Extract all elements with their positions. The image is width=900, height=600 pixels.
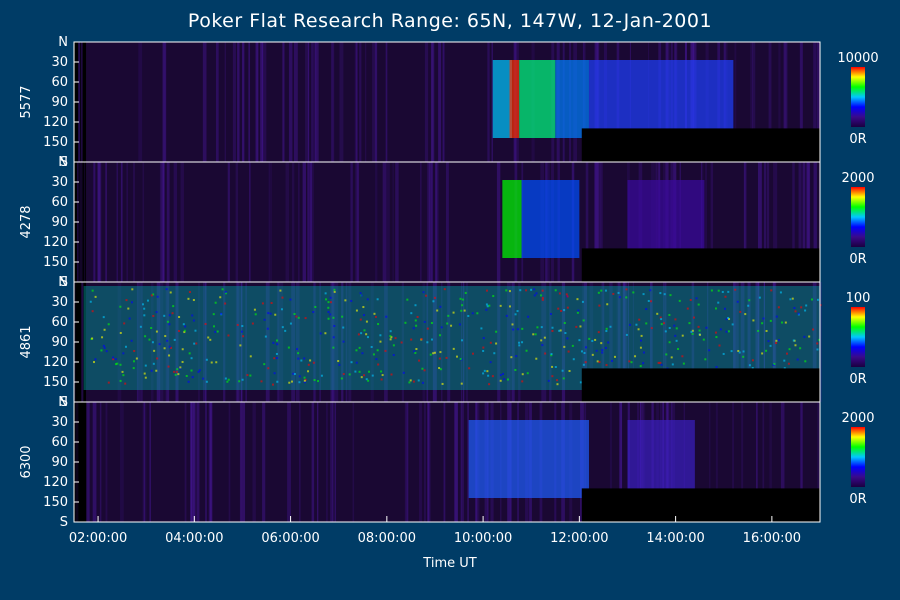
panel-4278-emission-2 [627, 180, 705, 258]
y-tick-label: N [58, 35, 68, 50]
y-tick-label: 120 [43, 475, 68, 490]
panel-6300-nodata-start [74, 402, 87, 522]
y-tick-label: 60 [51, 315, 68, 330]
colorbar-min-label: 0R [849, 492, 866, 507]
y-tick-label: 90 [51, 455, 68, 470]
y-tick-label: 60 [51, 195, 68, 210]
y-tick-label: 30 [51, 55, 68, 70]
y-tick-label: 90 [51, 335, 68, 350]
colorbar-min-label: 0R [849, 252, 866, 267]
x-tick-label: 04:00:00 [165, 531, 223, 546]
y-tick-label: N [58, 275, 68, 290]
x-tick-label: 12:00:00 [550, 531, 608, 546]
x-tick-label: 02:00:00 [69, 531, 127, 546]
panel-4278-emission-0 [502, 180, 522, 258]
y-tick-label: 30 [51, 295, 68, 310]
colorbar-max-label: 10000 [837, 51, 878, 66]
panel-4861-nodata-end [581, 368, 820, 402]
y-tick-label: 60 [51, 435, 68, 450]
colorbar-6300 [851, 427, 865, 487]
panel-6300-emission-1 [627, 420, 695, 498]
x-tick-label: 10:00:00 [454, 531, 512, 546]
panel-4861-nodata-start [74, 282, 87, 402]
colorbar-min-label: 0R [849, 372, 866, 387]
y-tick-label: 120 [43, 355, 68, 370]
colorbar-max-label: 2000 [841, 411, 874, 426]
x-tick-label: 06:00:00 [261, 531, 319, 546]
panel-5577-nodata-start [74, 42, 87, 162]
y-tick-label: S [60, 515, 68, 530]
y-tick-label: 150 [43, 495, 68, 510]
colorbar-max-label: 2000 [841, 171, 874, 186]
y-tick-label: 120 [43, 235, 68, 250]
panel-5577-emission-0 [492, 60, 512, 138]
colorbar-4278 [851, 187, 865, 247]
y-tick-label: 90 [51, 215, 68, 230]
panel-6300-nodata-end [581, 488, 820, 522]
panel-5577-emission-3 [555, 60, 589, 138]
y-tick-label: S [60, 395, 68, 410]
panel-4278-nodata-start [74, 162, 87, 282]
panel-5577-emission-1 [509, 60, 520, 138]
y-tick-label: 150 [43, 255, 68, 270]
x-tick-label: 08:00:00 [358, 531, 416, 546]
panel-label-4278: 4278 [19, 205, 34, 238]
panel-5577-emission-2 [519, 60, 556, 138]
y-tick-label: 60 [51, 75, 68, 90]
panel-5577-emission-4 [588, 60, 734, 138]
y-tick-label: 150 [43, 135, 68, 150]
y-tick-label: S [60, 155, 68, 170]
panel-4278-nodata-end [581, 248, 820, 282]
y-tick-label: 90 [51, 95, 68, 110]
colorbar-max-label: 100 [846, 291, 871, 306]
y-tick-label: 30 [51, 415, 68, 430]
y-tick-label: N [58, 155, 68, 170]
y-tick-label: 150 [43, 375, 68, 390]
panel-5577-nodata-end [581, 128, 820, 162]
y-tick-label: N [58, 395, 68, 410]
panel-4278-emission-1 [521, 180, 580, 258]
colorbar-4861 [851, 307, 865, 367]
y-tick-label: S [60, 275, 68, 290]
x-axis-label: Time UT [423, 556, 477, 571]
chart-title: Poker Flat Research Range: 65N, 147W, 12… [187, 10, 713, 32]
panel-label-4861: 4861 [19, 325, 34, 358]
panel-label-6300: 6300 [19, 445, 34, 478]
y-tick-label: 120 [43, 115, 68, 130]
panel-label-5577: 5577 [19, 85, 34, 118]
colorbar-5577 [851, 67, 865, 127]
x-tick-label: 14:00:00 [646, 531, 704, 546]
colorbar-min-label: 0R [849, 132, 866, 147]
panel-6300-emission-0 [468, 420, 589, 498]
y-tick-label: 30 [51, 175, 68, 190]
x-tick-label: 16:00:00 [743, 531, 801, 546]
